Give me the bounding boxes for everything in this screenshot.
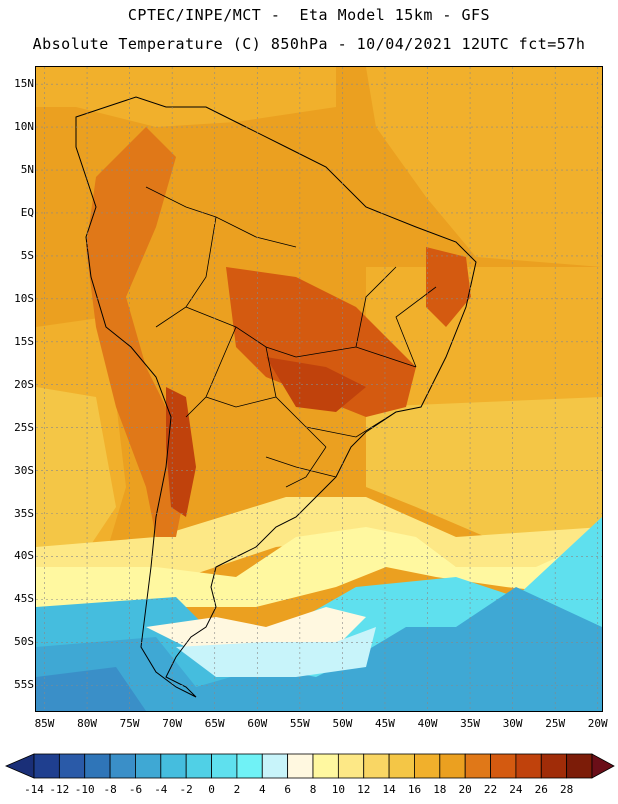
colorbar-tick-label: 28 [560, 783, 574, 796]
field-andes-hot [166, 387, 196, 517]
lon-tick-label: 65W [204, 717, 225, 730]
colorbar-tick-label: 8 [309, 783, 317, 796]
colorbar-tick-label: 12 [357, 783, 371, 796]
lon-tick-label: 40W [417, 717, 438, 730]
lat-tick-label: 5N [20, 163, 34, 177]
colorbar-tick-label: 24 [509, 783, 523, 796]
colorbar-tick-label: -8 [103, 783, 117, 796]
field-east-upper [366, 67, 602, 267]
lat-tick-label: 20S [14, 377, 34, 391]
lon-tick-label: 45W [375, 717, 395, 730]
lat-tick-label: 5S [20, 248, 34, 262]
colorbar-tick-label: 26 [534, 783, 548, 796]
colorbar-segment [566, 753, 593, 779]
lat-tick-label: 40S [14, 549, 34, 563]
colorbar-segment [261, 753, 289, 779]
colorbar-segment [515, 753, 542, 779]
lon-tick-label: 80W [77, 717, 97, 730]
field-pacific-southwest [36, 387, 116, 567]
colorbar-tick-label: 18 [433, 783, 447, 796]
chart-title-line2: Absolute Temperature (C) 850hPa - 10/04/… [32, 35, 586, 53]
colorbar-tick-label: 6 [284, 783, 291, 796]
colorbar-tick-label: -10 [74, 783, 95, 796]
colorbar-segment [287, 753, 314, 779]
colorbar-segment [236, 753, 263, 779]
colorbar-segment [540, 753, 568, 779]
lat-tick-label: 45S [14, 592, 34, 606]
lat-tick-label: 15N [14, 77, 34, 91]
lon-tick-label: 25W [545, 717, 566, 730]
colorbar-segment [160, 753, 187, 779]
lon-tick-label: 20W [587, 717, 608, 730]
colorbar-segment [185, 753, 212, 779]
chart-title-line1: CPTEC/INPE/MCT - Eta Model 15km - GFS [127, 6, 491, 24]
colorbar-segment [58, 753, 86, 779]
lat-tick-label: 50S [14, 635, 34, 649]
colorbar-segment [312, 753, 339, 779]
colorbar-segment [439, 753, 466, 779]
field-subtropical-atlantic [366, 397, 602, 537]
colorbar-tick-label: -2 [179, 783, 193, 796]
lat-tick-label: 35S [14, 506, 34, 520]
colorbar-segment [33, 753, 60, 779]
colorbar-under-arrow [4, 753, 35, 779]
colorbar-segment [337, 753, 365, 779]
colorbar-tick-label: 0 [208, 783, 215, 796]
field-caribbean [36, 67, 336, 127]
colorbar-segment [363, 753, 390, 779]
colorbar-segment [84, 753, 111, 779]
lon-tick-label: 60W [247, 717, 268, 730]
map-gridlines [36, 67, 602, 711]
lat-tick-label: 55S [14, 678, 34, 692]
field-cool-band [36, 527, 602, 607]
lat-tick-label: 10N [14, 120, 34, 134]
lon-tick-label: 30W [502, 717, 523, 730]
colorbar-tick-label: -6 [128, 783, 143, 796]
temperature-colorbar [0, 750, 618, 800]
field-hot-northeast [426, 247, 471, 327]
colorbar-tick-label: 16 [407, 783, 422, 796]
field-coldest-southwest [36, 667, 146, 711]
field-andes-warm [86, 127, 186, 537]
colorbar-segment [109, 753, 136, 779]
colorbar-tick-label: -4 [154, 783, 168, 796]
colorbar-tick-label: 22 [483, 783, 498, 796]
colorbar-tick-label: 2 [233, 783, 241, 796]
lon-tick-label: 35W [460, 717, 480, 730]
lat-tick-label: 25S [14, 420, 34, 434]
colorbar-tick-label: 4 [258, 783, 266, 796]
lon-tick-label: 70W [162, 717, 183, 730]
colorbar-segment [490, 753, 517, 779]
colorbar-tick-label: 14 [382, 783, 396, 796]
colorbar-tick-label: 20 [458, 783, 472, 796]
field-cold-core [36, 587, 602, 711]
colorbar-tick-label: 10 [331, 783, 345, 796]
lon-tick-label: 75W [119, 717, 140, 730]
lat-tick-label: 30S [14, 463, 34, 477]
colorbar-segment [135, 753, 162, 779]
colorbar-segment [464, 753, 491, 779]
lon-tick-label: 50W [332, 717, 353, 730]
internal-boundaries [145, 186, 437, 488]
colorbar-tick-label: -12 [49, 783, 70, 796]
colorbar-segment [211, 753, 238, 779]
lat-tick-label: EQ [20, 205, 34, 219]
colorbar-segment [414, 753, 441, 779]
continent-outline [75, 96, 477, 698]
lat-tick-label: 15S [14, 334, 34, 348]
colorbar-segment [388, 753, 415, 779]
lon-tick-label: 55W [289, 717, 310, 730]
lon-tick-label: 85W [34, 717, 55, 730]
field-light-cyan-band [176, 627, 376, 677]
colorbar-over-arrow [591, 753, 615, 779]
colorbar-tick-label: -14 [24, 783, 44, 796]
lat-tick-label: 10S [14, 291, 34, 305]
temperature-map [35, 66, 603, 712]
